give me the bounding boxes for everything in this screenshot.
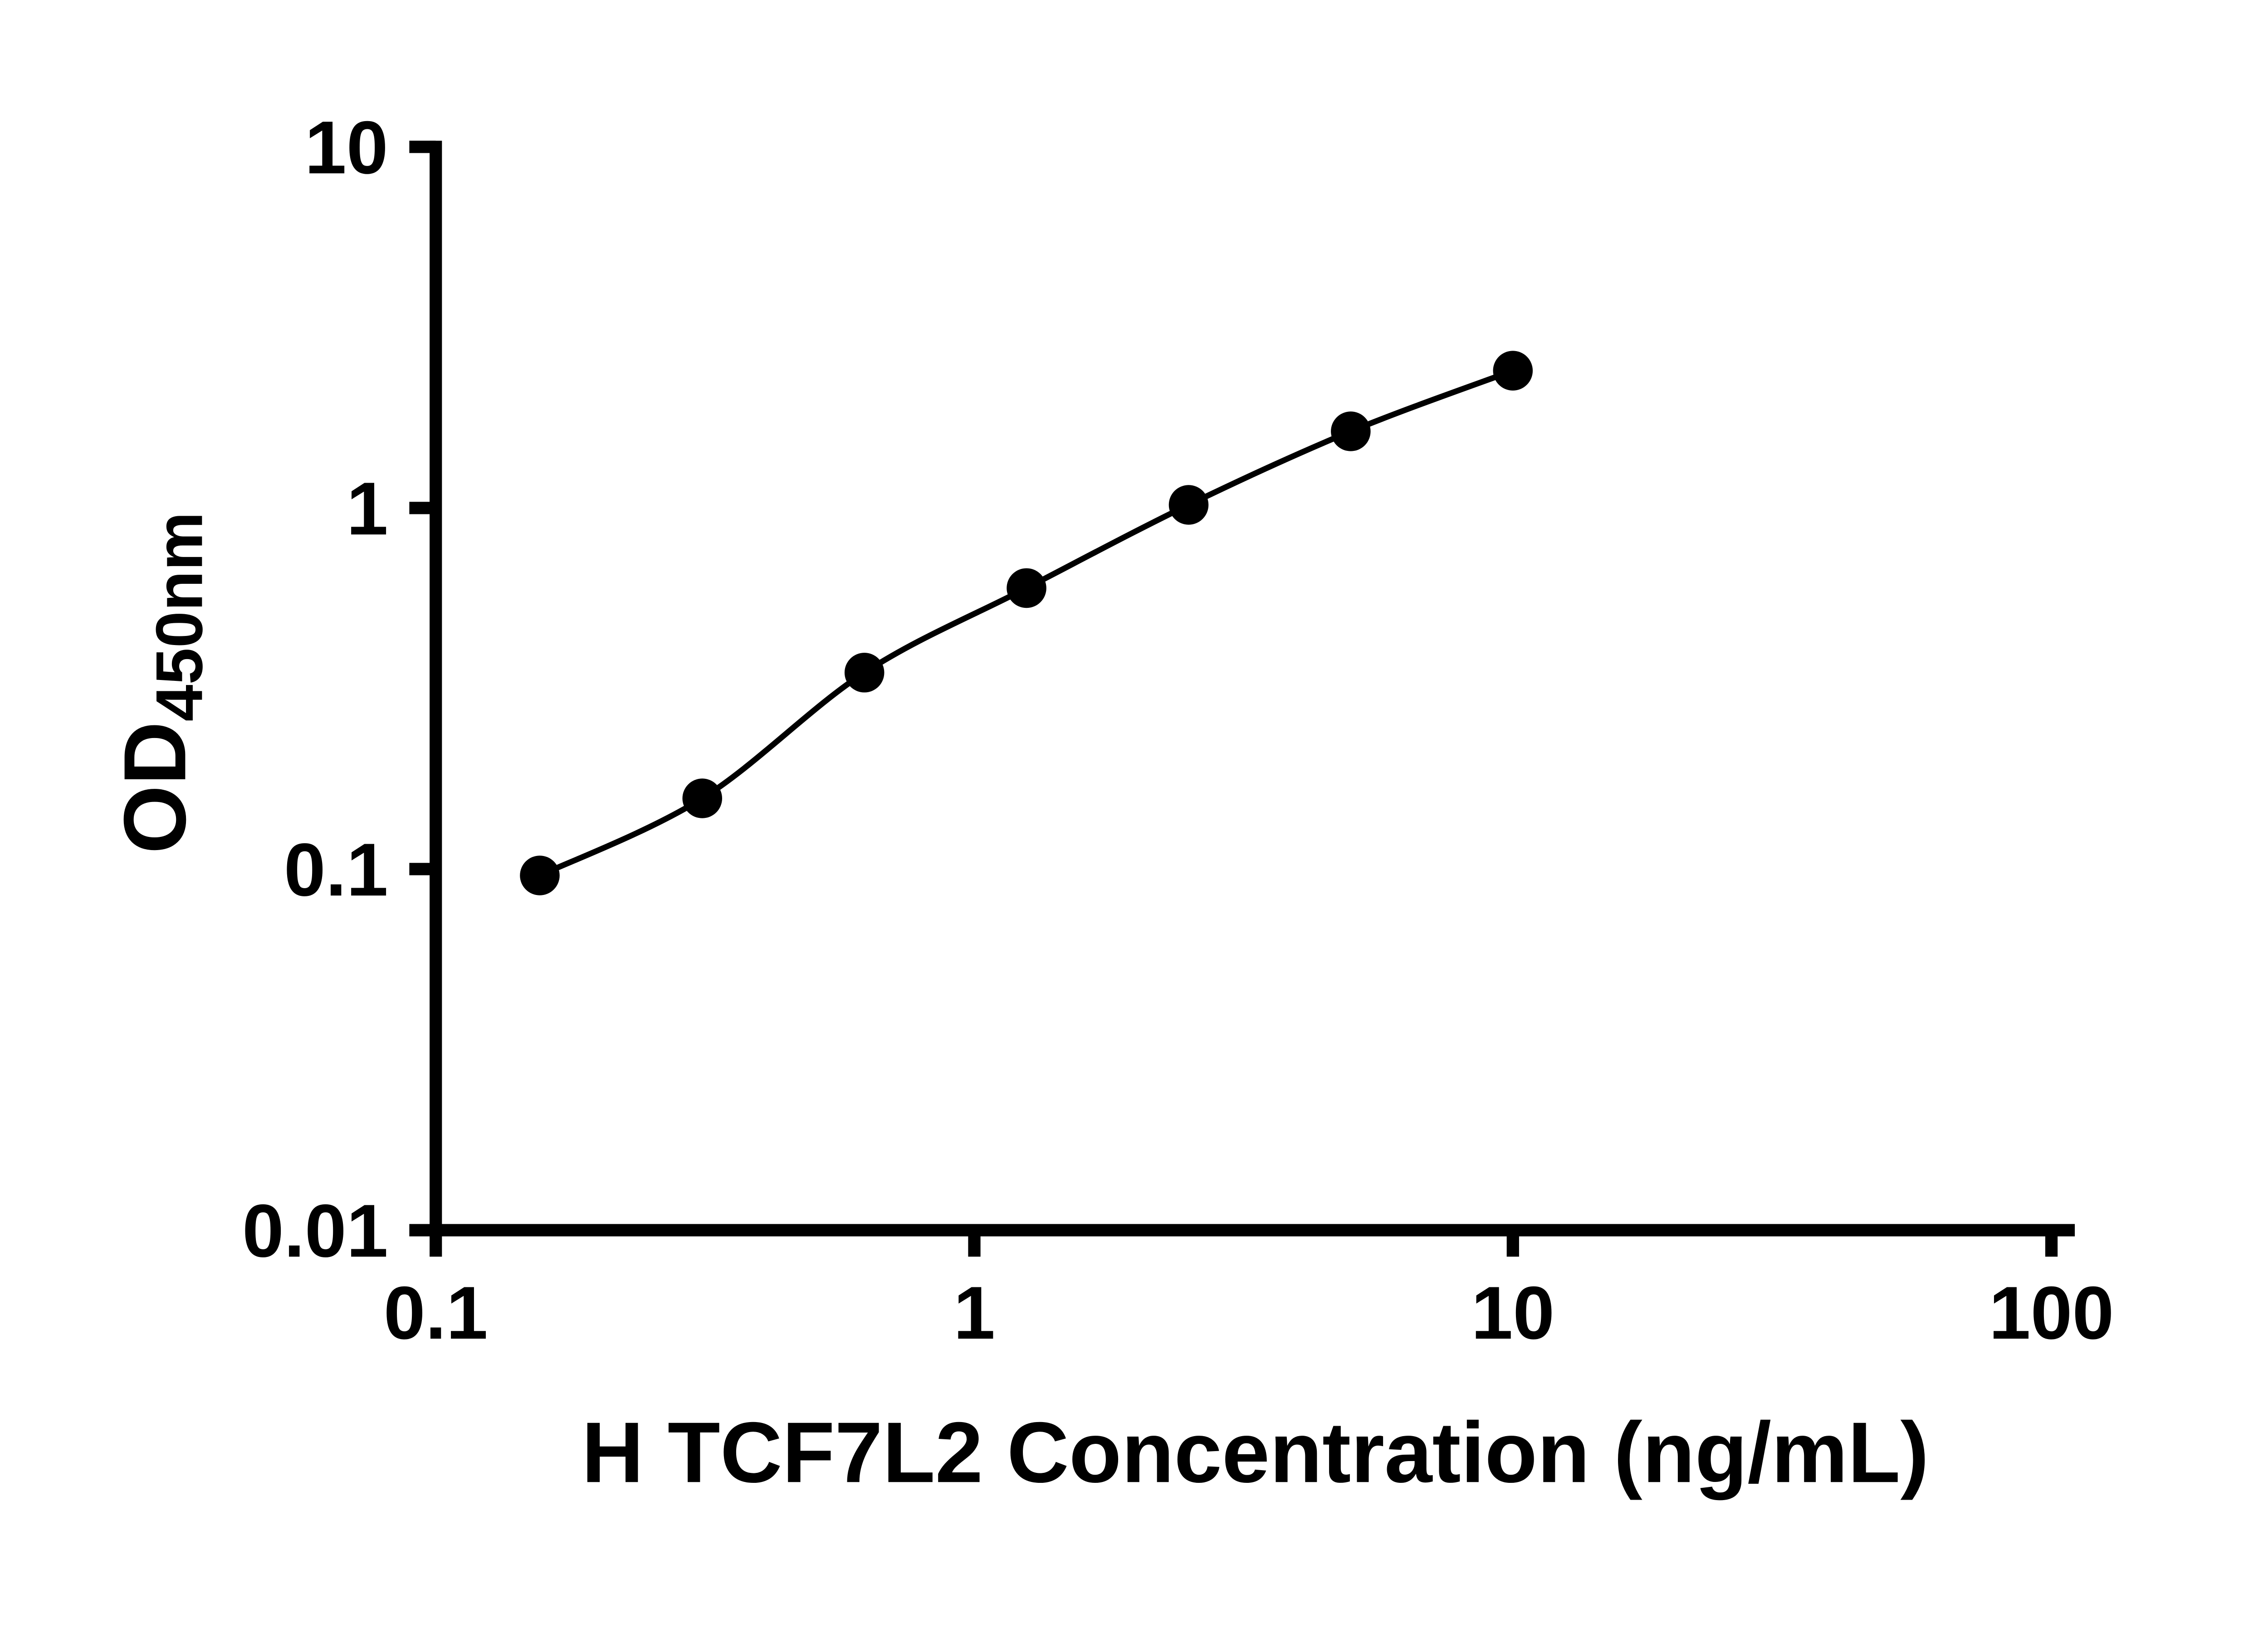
y-axis-title-main: OD: [106, 721, 204, 854]
y-tick-label: 0.1: [284, 828, 388, 912]
x-tick-label: 1: [953, 1271, 995, 1355]
x-tick-label: 0.1: [384, 1271, 488, 1355]
data-point: [682, 778, 722, 818]
y-tick-label: 10: [305, 106, 388, 190]
data-point: [1331, 411, 1371, 451]
data-point: [844, 653, 885, 693]
y-tick-label: 0.01: [242, 1189, 388, 1273]
x-tick-label: 100: [1989, 1271, 2114, 1355]
y-axis-title: OD450nm: [106, 512, 216, 854]
data-point: [1007, 568, 1046, 608]
data-point: [520, 856, 560, 895]
axes-frame: [430, 141, 2075, 1237]
x-tick-label: 10: [1471, 1271, 1554, 1355]
elisa-standard-curve-figure: 0.01 0.1 1 10 0.1 1 10 100 H TCF7L2 Concentrati…: [106, 106, 2114, 1501]
y-tick-label: 1: [347, 467, 388, 551]
y-axis-title-subscript: 450nm: [142, 512, 216, 721]
data-point: [1168, 485, 1209, 525]
x-axis-title: H TCF7L2 Concentration (ng/mL): [582, 1404, 1929, 1501]
data-point: [1493, 351, 1533, 391]
